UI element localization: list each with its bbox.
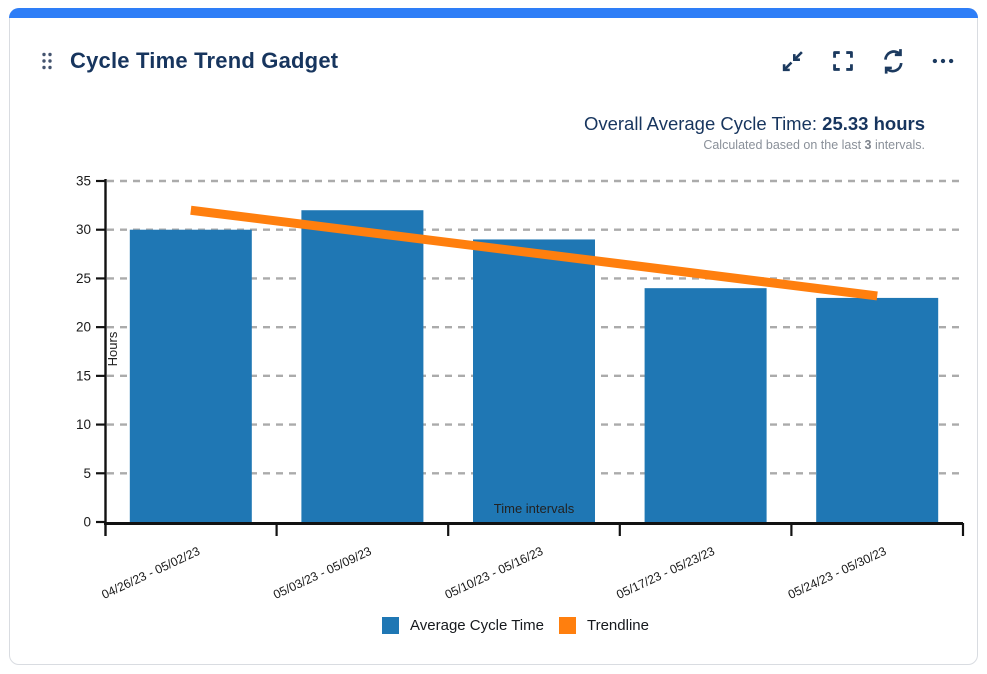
x-tick-label: 05/17/23 - 05/23/23 <box>614 544 717 602</box>
overview-summary: Overall Average Cycle Time: 25.33 hours … <box>584 113 925 152</box>
y-tick-label: 10 <box>76 417 91 432</box>
y-tick-label: 30 <box>76 222 91 237</box>
x-tick-label: 05/10/23 - 05/16/23 <box>443 544 546 602</box>
fullscreen-icon <box>832 51 853 71</box>
refresh-icon <box>883 49 903 74</box>
legend-label-average-cycle-time: Average Cycle Time <box>410 617 544 634</box>
chart-legend: Average Cycle Time Trendline <box>22 617 987 634</box>
y-tick-label: 20 <box>76 320 91 335</box>
chart-canvas: 0 5 10 15 20 25 30 35 04/26/23 - 05/02/23 05/03/2… <box>76 174 965 602</box>
legend-swatch-bar <box>382 617 400 634</box>
more-icon <box>932 58 953 64</box>
trendline <box>190 205 878 301</box>
fullscreen-button[interactable] <box>828 47 857 76</box>
y-tick-label: 5 <box>83 466 91 481</box>
card-header: Cycle Time Trend Gadget <box>40 39 957 83</box>
note-suffix: intervals. <box>871 138 925 152</box>
overall-average-label: Overall Average Cycle Time: <box>583 113 823 134</box>
drag-handle[interactable] <box>40 50 56 72</box>
overall-average-value: 25.33 hours <box>822 113 925 134</box>
y-tick-label: 35 <box>76 174 91 189</box>
legend-label-trendline: Trendline <box>586 617 649 634</box>
drag-handle-icon <box>42 52 52 70</box>
more-button[interactable] <box>928 47 957 76</box>
note-interval-count: 3 <box>864 138 872 152</box>
gadget-toolbar <box>778 47 957 76</box>
legend-item-average-cycle-time: Average Cycle Time <box>382 617 544 634</box>
bar-05/17/23 - 05/23/23 <box>644 288 767 522</box>
minimize-button[interactable] <box>778 47 807 76</box>
gadget-title: Cycle Time Trend Gadget <box>70 48 339 73</box>
cycle-time-gadget-card: Cycle Time Trend Gadget <box>9 8 978 665</box>
bar-05/03/23 - 05/09/23 <box>301 210 424 522</box>
bar-04/26/23 - 05/02/23 <box>129 229 252 522</box>
bar-05/10/23 - 05/16/23 <box>473 239 595 522</box>
card-accent-bar <box>9 8 978 18</box>
overall-average-line: Overall Average Cycle Time: 25.33 hours <box>584 113 925 135</box>
y-tick-label: 15 <box>76 368 91 383</box>
refresh-button[interactable] <box>878 47 907 76</box>
legend-item-trendline: Trendline <box>558 617 649 634</box>
x-tick-label: 05/03/23 - 05/09/23 <box>271 544 374 602</box>
cycle-time-chart: 0 5 10 15 20 25 30 35 04/26/23 - 05/02/23 05/03/2… <box>10 169 987 621</box>
bar-05/24/23 - 05/30/23 <box>816 297 939 522</box>
x-axis-label: Time intervals <box>494 501 575 516</box>
overview-note: Calculated based on the last 3 intervals… <box>584 138 925 152</box>
y-tick-label: 25 <box>76 271 91 286</box>
y-tick-label: 0 <box>83 515 91 530</box>
x-tick-label: 04/26/23 - 05/02/23 <box>99 544 202 602</box>
note-prefix: Calculated based on the last <box>703 138 865 152</box>
legend-swatch-trendline <box>558 617 576 634</box>
x-tick-label: 05/24/23 - 05/30/23 <box>786 544 889 602</box>
minimize-icon <box>782 51 803 72</box>
y-axis-label: Hours <box>105 331 120 366</box>
